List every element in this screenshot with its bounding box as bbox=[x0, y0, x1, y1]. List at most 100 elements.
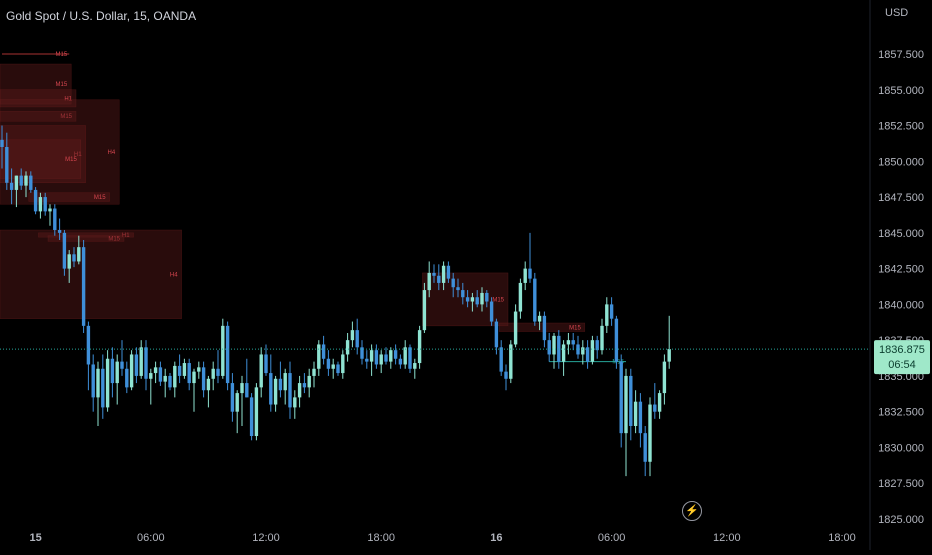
candle-body bbox=[528, 268, 532, 279]
zone-box bbox=[0, 99, 120, 205]
candle-body bbox=[187, 363, 191, 384]
candle-body bbox=[614, 318, 619, 362]
price-tick-label: 1852.500 bbox=[878, 121, 924, 133]
candle-body bbox=[576, 344, 580, 355]
zone-label: M15 bbox=[569, 325, 581, 331]
candle-body bbox=[297, 383, 302, 398]
candle-body bbox=[389, 350, 393, 362]
zone-box bbox=[0, 89, 77, 108]
candle-body bbox=[269, 373, 273, 405]
zone-label: H4 bbox=[170, 272, 178, 278]
price-tick-label: 1857.500 bbox=[878, 49, 924, 61]
candle-body bbox=[609, 304, 614, 319]
candle-body bbox=[398, 358, 403, 365]
candle-body bbox=[465, 297, 470, 302]
candle-body bbox=[77, 247, 81, 262]
time-axis[interactable]: 15 06:00 12:00 18:00 16 06:00 12:00 18:00 bbox=[29, 532, 855, 544]
candle-body bbox=[341, 354, 345, 374]
candle-body bbox=[393, 350, 398, 359]
candle-body bbox=[134, 354, 139, 376]
candle-body bbox=[96, 368, 100, 398]
candle-body bbox=[485, 292, 489, 302]
candle-body bbox=[62, 232, 67, 269]
candle-body bbox=[197, 367, 201, 372]
candle-body bbox=[144, 347, 148, 379]
candle-body bbox=[110, 358, 115, 384]
time-tick-label: 06:00 bbox=[598, 532, 626, 544]
candle-body bbox=[547, 340, 551, 355]
candle-body bbox=[408, 347, 412, 369]
lightning-bolt-icon[interactable]: ⚡ bbox=[682, 501, 702, 521]
candle-body bbox=[288, 373, 292, 408]
candle-body bbox=[533, 278, 537, 322]
candle-body bbox=[523, 268, 527, 283]
chart-title: Gold Spot / U.S. Dollar, 15, OANDA bbox=[6, 9, 197, 23]
zone-box bbox=[0, 139, 82, 179]
zone-label: M15 bbox=[65, 157, 77, 163]
candle-body bbox=[57, 229, 62, 233]
price-tick-label: 1842.500 bbox=[878, 264, 924, 276]
candle-body bbox=[494, 321, 499, 348]
zone-label: H1 bbox=[64, 96, 72, 102]
candle-body bbox=[451, 278, 455, 288]
candle-body bbox=[441, 265, 446, 283]
zone-box bbox=[28, 192, 110, 202]
candle-body bbox=[245, 383, 249, 398]
candle-body bbox=[221, 325, 225, 376]
candle-body bbox=[91, 364, 95, 398]
candle-body bbox=[206, 378, 211, 391]
candle-body bbox=[360, 347, 364, 359]
zone-box bbox=[498, 322, 586, 332]
candle-body bbox=[384, 354, 388, 362]
candle-body bbox=[211, 368, 215, 379]
candle-body bbox=[624, 375, 628, 434]
candle-body bbox=[101, 368, 105, 408]
candle-body bbox=[619, 361, 623, 434]
price-axis[interactable]: 1857.500 1855.000 1852.500 1850.000 1847.500… bbox=[869, 0, 924, 550]
price-tick-label: 1840.000 bbox=[878, 299, 924, 311]
candle-body bbox=[153, 367, 158, 374]
candle-body bbox=[648, 404, 652, 462]
candle-body bbox=[638, 401, 643, 434]
candle-body bbox=[278, 378, 283, 391]
candle-body bbox=[480, 292, 484, 305]
zone-label: M15 bbox=[60, 114, 72, 120]
zone-label: H4 bbox=[108, 150, 116, 156]
candle-body bbox=[633, 401, 638, 426]
candle-body bbox=[475, 297, 479, 305]
price-badge-value: 1836.875 bbox=[879, 344, 925, 356]
candle-body bbox=[437, 275, 441, 283]
candle-body bbox=[192, 371, 196, 384]
zone-box bbox=[47, 235, 125, 242]
candle-body bbox=[427, 272, 431, 291]
candle-body bbox=[590, 340, 595, 362]
candle-body bbox=[307, 375, 311, 388]
candle-body bbox=[605, 304, 609, 326]
time-tick-label: 15 bbox=[29, 532, 41, 544]
candle-body bbox=[43, 197, 47, 212]
candle-body bbox=[86, 325, 91, 365]
candle-body bbox=[566, 340, 571, 345]
price-badge bbox=[874, 340, 930, 375]
price-badge-layer: 1836.875 06:54 bbox=[874, 340, 930, 375]
candle-body bbox=[264, 354, 268, 374]
candle-body bbox=[201, 367, 206, 391]
candle-body bbox=[369, 350, 374, 362]
candle-body bbox=[600, 325, 604, 351]
currency-label[interactable]: USD bbox=[885, 7, 909, 19]
candle-body bbox=[379, 354, 383, 365]
candle-body bbox=[417, 330, 422, 364]
candle-body bbox=[657, 393, 662, 412]
candle-body bbox=[643, 433, 647, 462]
candle-body bbox=[509, 344, 513, 379]
candle-body bbox=[355, 330, 359, 348]
candle-body bbox=[230, 383, 235, 412]
candle-body bbox=[374, 350, 379, 365]
time-tick-label: 18:00 bbox=[828, 532, 856, 544]
time-tick-label: 12:00 bbox=[252, 532, 280, 544]
price-tick-label: 1832.500 bbox=[878, 407, 924, 419]
candle-body bbox=[581, 347, 585, 355]
zone-label: H1 bbox=[122, 233, 130, 239]
